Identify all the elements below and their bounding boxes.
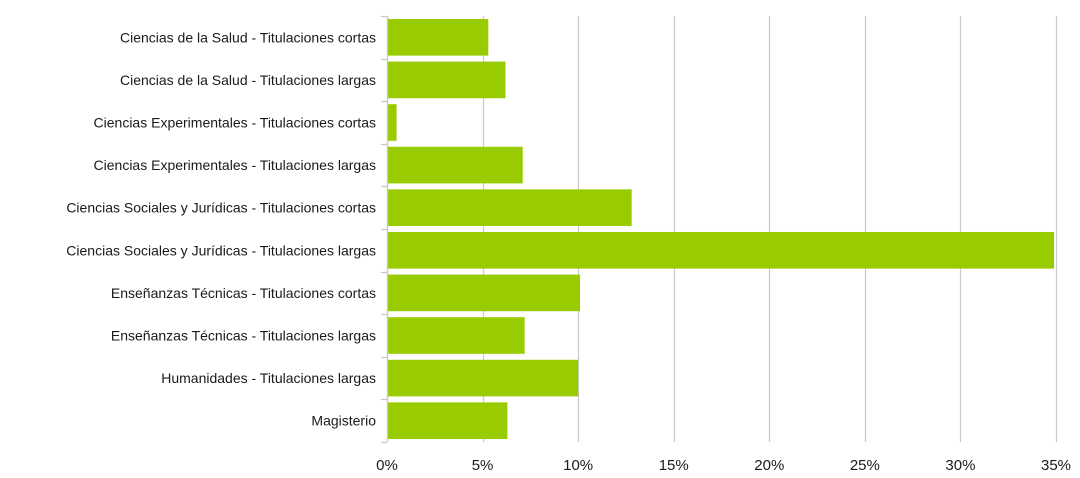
bar-1 (388, 61, 506, 99)
axes (381, 15, 389, 444)
x-tick-label-2: 10% (563, 457, 593, 474)
x-tick-label-3: 15% (659, 457, 689, 474)
bar-3 (388, 146, 523, 184)
bar-2 (388, 104, 397, 141)
category-label-8: Humanidades - Titulaciones largas (161, 370, 376, 386)
bar-6 (388, 274, 581, 312)
x-tick-label-0: 0% (376, 457, 398, 474)
category-label-0: Ciencias de la Salud - Titulaciones cort… (120, 29, 376, 45)
x-tick-labels: 0% 5% 10% 15% 20% 25% 30% 35% (376, 457, 1071, 474)
x-tick-label-4: 20% (754, 457, 784, 474)
bar-5 (388, 231, 1055, 269)
x-tick-label-1: 5% (472, 457, 494, 474)
category-labels: Ciencias de la Salud - Titulaciones cort… (66, 29, 376, 428)
bar-7 (388, 317, 525, 354)
bar-4 (388, 189, 632, 227)
category-label-4: Ciencias Sociales y Jurídicas - Titulaci… (66, 200, 376, 216)
bars (388, 18, 1055, 440)
bar-9 (388, 402, 508, 440)
bar-0 (388, 18, 489, 56)
bar-8 (388, 359, 579, 397)
category-label-3: Ciencias Experimentales - Titulaciones l… (94, 157, 376, 173)
x-tick-label-6: 30% (945, 457, 975, 474)
category-label-9: Magisterio (311, 413, 376, 429)
category-label-1: Ciencias de la Salud - Titulaciones larg… (120, 72, 376, 88)
category-label-7: Enseñanzas Técnicas - Titulaciones larga… (111, 328, 376, 344)
category-label-2: Ciencias Experimentales - Titulaciones c… (94, 115, 376, 131)
x-tick-label-5: 25% (850, 457, 880, 474)
category-label-6: Enseñanzas Técnicas - Titulaciones corta… (111, 285, 376, 301)
category-label-5: Ciencias Sociales y Jurídicas - Titulaci… (66, 242, 376, 258)
x-tick-label-7: 35% (1041, 457, 1071, 474)
